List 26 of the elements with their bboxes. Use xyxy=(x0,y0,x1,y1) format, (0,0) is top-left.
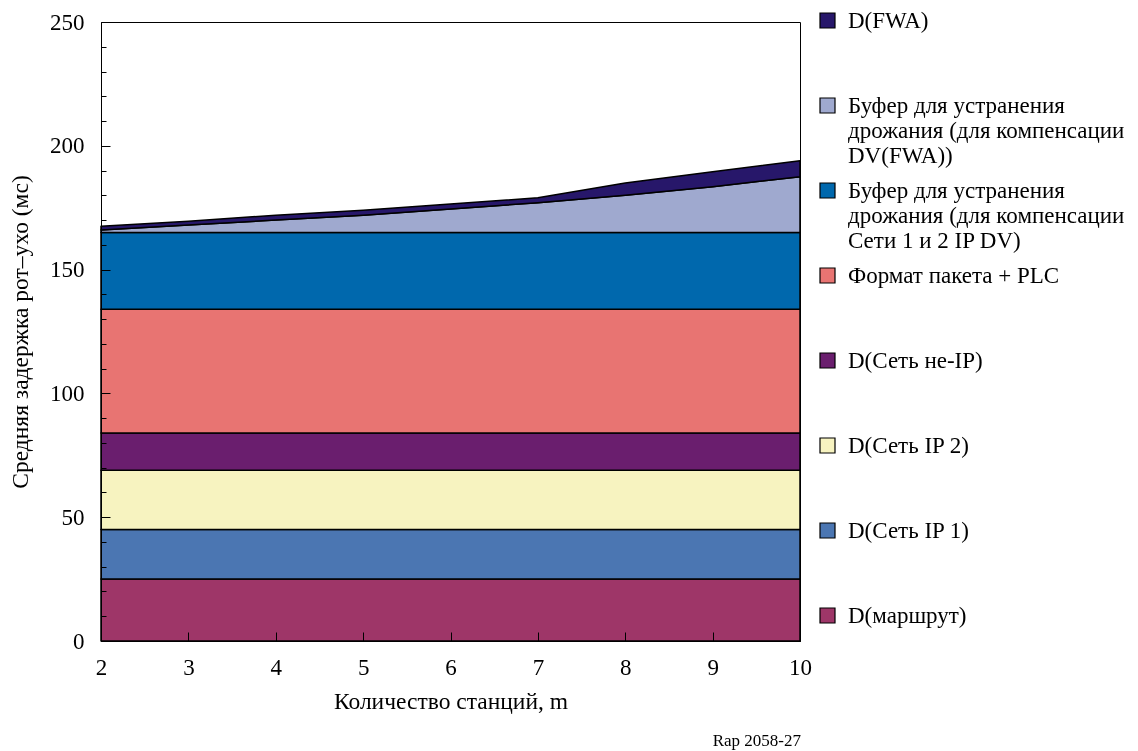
x-tick-label: 5 xyxy=(357,654,370,680)
legend-label: Буфер для устранения дрожания (для компенсации DV(FWA)) xyxy=(848,92,1125,168)
x-tick-label: 4 xyxy=(270,654,283,680)
legend-label: D(Сеть IP 1) xyxy=(848,517,969,543)
x-tick-label: 9 xyxy=(707,654,719,680)
text: Rap 2058-27 xyxy=(712,731,802,750)
x-axis-title: Количество станций, m xyxy=(333,687,569,714)
y-tick-label: 250 xyxy=(50,9,85,35)
x-tick-label: 6 xyxy=(445,654,457,680)
x-tick-label: 10 xyxy=(789,654,812,680)
x-tick-label: 2 xyxy=(95,654,108,680)
y-tick-label: 50 xyxy=(61,504,85,530)
x-tick-label: 8 xyxy=(620,654,632,680)
legend-label: D(маршрут) xyxy=(848,602,967,628)
y-tick-label: 200 xyxy=(50,133,85,159)
y-tick-label: 0 xyxy=(73,628,85,654)
y-tick-label: 150 xyxy=(50,257,85,283)
x-tick-label: 7 xyxy=(532,654,545,680)
y-axis-title: Средняя задержка рот–ухо (мс) xyxy=(7,175,33,489)
x-tick-label: 3 xyxy=(183,654,195,680)
legend-label: D(FWA) xyxy=(848,7,929,33)
legend-label: Формат пакета + PLC xyxy=(848,262,1060,288)
y-tick-label: 100 xyxy=(50,380,85,406)
legend-label: Буфер для устранения дрожания (для компенсации Сети 1 и 2 IP DV) xyxy=(848,177,1125,253)
legend-label: D(Сеть не-IP) xyxy=(848,347,983,373)
legend-label: D(Сеть IP 2) xyxy=(848,432,969,458)
